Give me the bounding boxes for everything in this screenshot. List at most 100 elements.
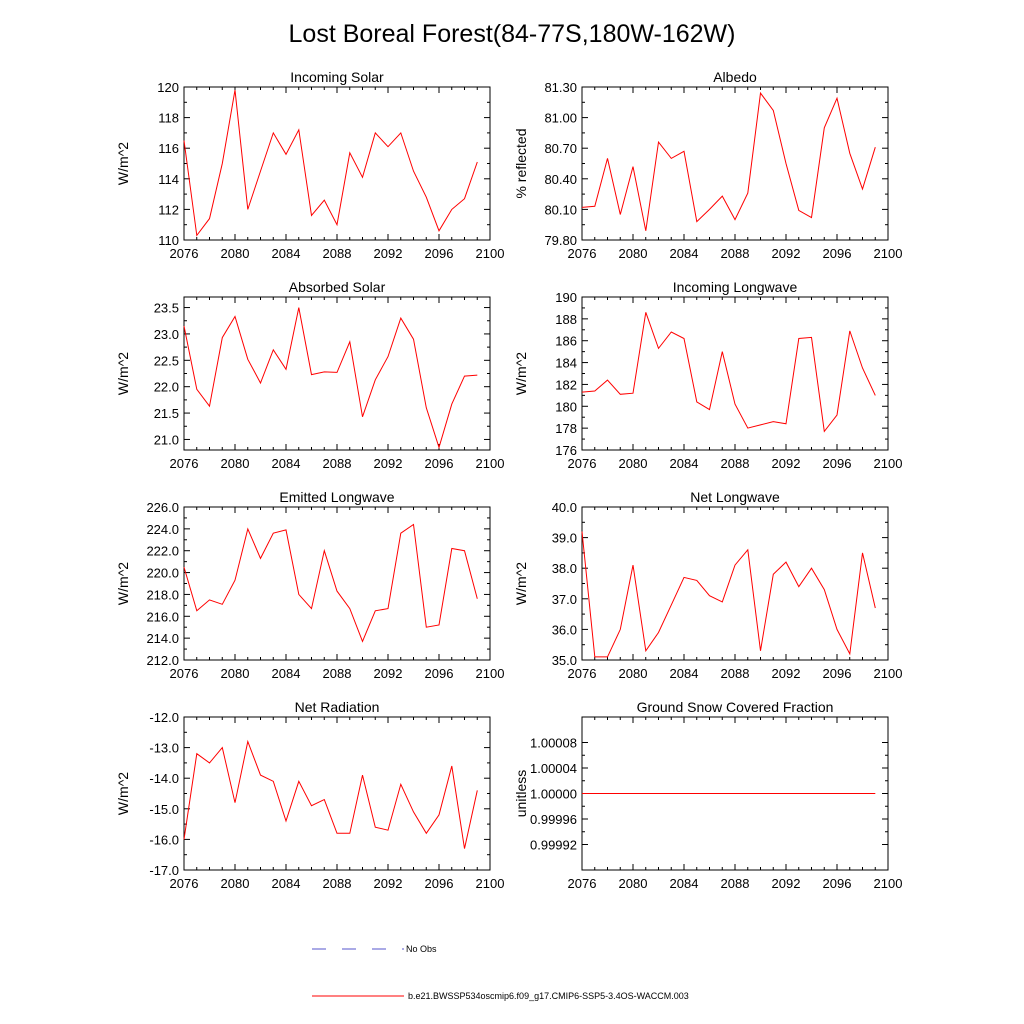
y-tick-label: 23.0 xyxy=(154,327,179,342)
x-tick-label: 2092 xyxy=(374,246,403,261)
series-line xyxy=(581,531,876,658)
x-tick-label: 2088 xyxy=(721,876,750,891)
x-tick-label: 2088 xyxy=(323,456,352,471)
y-tick-label: 180 xyxy=(555,399,577,414)
x-tick-label: 2080 xyxy=(221,666,250,681)
x-tick-label: 2096 xyxy=(425,876,454,891)
x-tick-label: 2088 xyxy=(721,666,750,681)
y-tick-label: 220.0 xyxy=(146,566,179,581)
x-tick-label: 2080 xyxy=(619,876,648,891)
y-tick-label: 222.0 xyxy=(146,544,179,559)
series-line xyxy=(183,90,478,237)
panel-absorbed-solar: Absorbed Solar W/m^2 2076 2080 2084 2088 2092 2… xyxy=(115,279,504,471)
y-tick-label: 40.0 xyxy=(552,500,577,515)
x-tick-label: 2076 xyxy=(568,456,597,471)
y-tick-label: 188 xyxy=(555,312,577,327)
y-tick-label: 36.0 xyxy=(552,622,577,637)
y-axis-label: W/m^2 xyxy=(115,352,131,395)
y-tick-label: 212.0 xyxy=(146,653,179,668)
panel-title: Incoming Solar xyxy=(290,69,384,85)
legend-obs-label: No Obs xyxy=(406,944,437,954)
panel-title: Albedo xyxy=(713,69,757,85)
x-tick-label: 2092 xyxy=(374,876,403,891)
y-axis-label: unitless xyxy=(513,770,529,817)
series-line xyxy=(581,312,876,433)
panel-title: Ground Snow Covered Fraction xyxy=(637,699,834,715)
panel-title: Incoming Longwave xyxy=(673,279,798,295)
plot-frame xyxy=(581,296,889,451)
x-tick-label: 2096 xyxy=(425,666,454,681)
y-tick-label: 184 xyxy=(555,356,577,371)
x-tick-label: 2080 xyxy=(619,246,648,261)
x-tick-label: 2084 xyxy=(272,876,301,891)
panel-title: Absorbed Solar xyxy=(289,279,386,295)
panel-albedo: Albedo % reflected 2076 2080 2084 2088 2092 209… xyxy=(513,69,902,261)
y-axis-label: W/m^2 xyxy=(115,772,131,815)
y-tick-label: 80.40 xyxy=(544,172,577,187)
plot-frame xyxy=(183,296,491,451)
y-tick-label: -13.0 xyxy=(149,741,179,756)
legend-model-label: b.e21.BWSSP534oscmip6.f09_g17.CMIP6-SSP5… xyxy=(408,991,689,1001)
y-tick-label: 214.0 xyxy=(146,631,179,646)
series-line xyxy=(183,307,478,450)
x-tick-label: 2100 xyxy=(874,666,903,681)
plot-frame xyxy=(183,86,491,241)
x-tick-label: 2088 xyxy=(721,456,750,471)
y-tick-label: 120 xyxy=(157,80,179,95)
series-line xyxy=(183,523,478,643)
x-tick-label: 2076 xyxy=(568,666,597,681)
y-tick-label: 22.0 xyxy=(154,380,179,395)
plot-frame xyxy=(581,86,889,241)
x-tick-label: 2100 xyxy=(476,456,505,471)
x-tick-label: 2096 xyxy=(823,666,852,681)
x-tick-label: 2092 xyxy=(772,876,801,891)
x-tick-label: 2084 xyxy=(670,876,699,891)
x-tick-label: 2100 xyxy=(476,666,505,681)
panel-title: Emitted Longwave xyxy=(279,489,394,505)
x-tick-label: 2100 xyxy=(476,876,505,891)
plot-frame xyxy=(581,506,889,661)
x-tick-label: 2088 xyxy=(323,876,352,891)
x-tick-label: 2084 xyxy=(670,456,699,471)
x-tick-label: 2076 xyxy=(170,456,199,471)
x-tick-label: 2084 xyxy=(670,666,699,681)
y-axis-label: W/m^2 xyxy=(513,562,529,605)
y-tick-label: 226.0 xyxy=(146,500,179,515)
x-tick-label: 2076 xyxy=(568,876,597,891)
x-tick-label: 2084 xyxy=(670,246,699,261)
y-tick-label: 35.0 xyxy=(552,653,577,668)
y-tick-label: -16.0 xyxy=(149,832,179,847)
y-tick-label: -12.0 xyxy=(149,710,179,725)
x-tick-label: 2076 xyxy=(170,876,199,891)
x-tick-label: 2096 xyxy=(823,456,852,471)
panel-net-longwave: Net Longwave W/m^2 2076 2080 2084 2088 2092 209… xyxy=(513,489,902,681)
x-tick-label: 2080 xyxy=(619,666,648,681)
x-tick-label: 2096 xyxy=(425,246,454,261)
y-tick-label: 182 xyxy=(555,377,577,392)
x-tick-label: 2096 xyxy=(425,456,454,471)
y-tick-label: 80.10 xyxy=(544,202,577,217)
y-tick-label: -14.0 xyxy=(149,771,179,786)
x-tick-label: 2076 xyxy=(170,246,199,261)
y-tick-label: -17.0 xyxy=(149,863,179,878)
panel-title: Net Radiation xyxy=(295,699,380,715)
x-tick-label: 2080 xyxy=(619,456,648,471)
y-tick-label: 21.5 xyxy=(154,406,179,421)
x-tick-label: 2088 xyxy=(323,246,352,261)
x-tick-label: 2088 xyxy=(721,246,750,261)
panel-ground-snow-covered-fraction: Ground Snow Covered Fraction unitless 2076… xyxy=(513,699,902,891)
y-tick-label: 39.0 xyxy=(552,531,577,546)
x-tick-label: 2080 xyxy=(221,246,250,261)
x-tick-label: 2076 xyxy=(170,666,199,681)
x-tick-label: 2076 xyxy=(568,246,597,261)
y-tick-label: 178 xyxy=(555,421,577,436)
y-tick-label: 218.0 xyxy=(146,587,179,602)
y-tick-label: 79.80 xyxy=(544,233,577,248)
y-tick-label: -15.0 xyxy=(149,802,179,817)
x-tick-label: 2092 xyxy=(374,666,403,681)
panel-incoming-solar: Incoming Solar W/m^2 2076 2080 2084 2088 2092 2… xyxy=(115,69,504,261)
y-tick-label: 81.30 xyxy=(544,80,577,95)
series-line xyxy=(581,91,876,231)
y-tick-label: 22.5 xyxy=(154,353,179,368)
